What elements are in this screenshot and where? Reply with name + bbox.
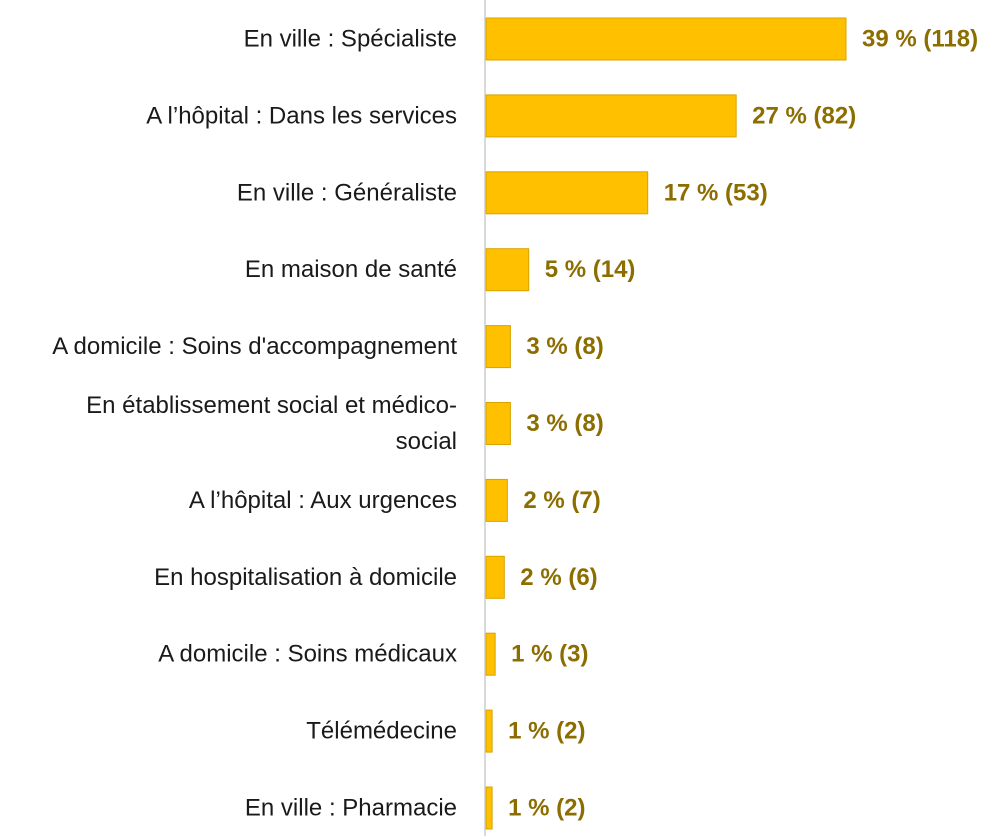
bar <box>485 171 649 215</box>
bar <box>485 709 493 753</box>
bar <box>485 555 505 599</box>
bars <box>485 17 847 830</box>
value-label: 3 % (8) <box>526 333 603 360</box>
category-label: En ville : Spécialiste <box>244 26 457 53</box>
bar <box>485 786 493 830</box>
bar <box>485 402 511 445</box>
bar <box>485 478 508 522</box>
value-label: 3 % (8) <box>526 410 603 437</box>
category-label: Télémédecine <box>306 718 457 745</box>
bar <box>485 17 847 61</box>
value-label: 17 % (53) <box>664 179 768 206</box>
bar <box>485 325 511 369</box>
category-label: A domicile : Soins d'accompagnement <box>52 333 457 360</box>
category-label: En établissement social et médico- <box>86 392 457 419</box>
category-label: En maison de santé <box>245 256 457 283</box>
category-labels: En ville : Spécialiste A l’hôpital : Dans… <box>52 26 457 822</box>
bar <box>485 248 530 292</box>
value-label: 27 % (82) <box>752 102 856 129</box>
value-label: 5 % (14) <box>545 256 636 283</box>
category-label: En hospitalisation à domicile <box>154 564 457 591</box>
value-label: 2 % (6) <box>520 564 597 591</box>
category-label: social <box>396 428 457 455</box>
bar <box>485 632 496 676</box>
value-label: 39 % (118) <box>862 26 978 53</box>
value-labels: 39 % (118) 27 % (82) 17 % (53) 5 % (14) 3 % … <box>508 26 978 822</box>
value-label: 1 % (2) <box>508 795 585 822</box>
category-label: A l’hôpital : Dans les services <box>146 102 457 129</box>
category-label: En ville : Généraliste <box>237 179 457 206</box>
category-label: A l’hôpital : Aux urgences <box>189 487 457 514</box>
category-label: En ville : Pharmacie <box>245 795 457 822</box>
value-label: 1 % (3) <box>511 641 588 668</box>
value-label: 2 % (7) <box>523 487 600 514</box>
category-label: A domicile : Soins médicaux <box>158 641 457 668</box>
value-label: 1 % (2) <box>508 718 585 745</box>
bar <box>485 94 737 138</box>
